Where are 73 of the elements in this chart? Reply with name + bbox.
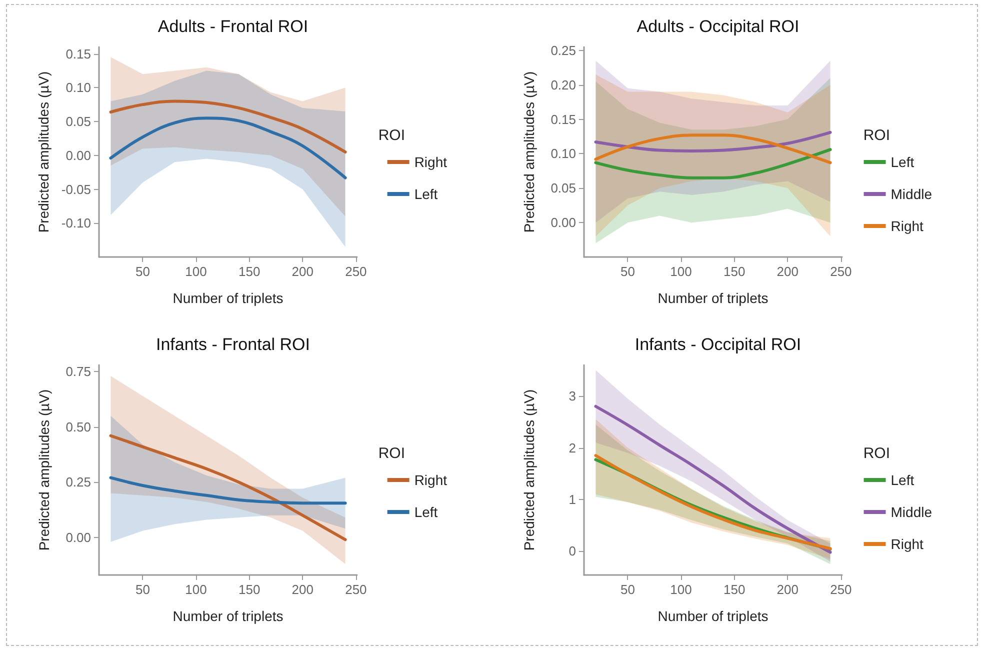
x-tick-label: 50 (135, 582, 150, 597)
y-tick-label: 0.00 (66, 530, 91, 545)
x-tick-label: 100 (670, 582, 692, 597)
chart-title: Infants - Frontal ROI (156, 335, 310, 354)
chart-title: Adults - Frontal ROI (158, 17, 308, 36)
legend-label: Left (414, 504, 438, 520)
legend-title: ROI (863, 445, 890, 462)
x-tick-label: 200 (776, 264, 798, 279)
legend-title: ROI (378, 445, 406, 462)
line-series (594, 130, 832, 152)
legend-label: Left (890, 154, 914, 170)
x-tick-label: 200 (292, 264, 314, 279)
x-tick-label: 150 (238, 264, 260, 279)
y-tick-label: 0.05 (66, 114, 91, 130)
x-tick-label: 250 (830, 264, 852, 279)
line-series (594, 134, 832, 164)
legend-label: Right (890, 536, 924, 552)
x-tick-label: 250 (830, 582, 852, 597)
x-tick-label: 150 (723, 264, 746, 279)
x-axis-title: Number of triplets (172, 290, 284, 306)
chart-title: Infants - Occipital ROI (634, 335, 802, 354)
y-tick-label: 0.00 (550, 215, 576, 230)
y-tick-label: -0.10 (61, 216, 91, 231)
y-axis-title: Predicted amplitudes (µV) (36, 389, 52, 551)
legend-label: Right (414, 472, 448, 488)
line-series (109, 116, 347, 180)
x-axis-title: Number of triplets (658, 608, 768, 624)
x-tick-label: 150 (238, 582, 260, 597)
legend-label: Right (414, 154, 448, 170)
y-tick-label: -0.05 (61, 182, 91, 197)
y-tick-label: 1 (568, 492, 576, 507)
legend-title: ROI (378, 127, 406, 144)
y-tick-label: 0 (568, 544, 576, 559)
y-axis-title: Predicted amplitudes (µV) (35, 71, 52, 233)
y-tick-label: 0.05 (550, 180, 576, 196)
line-series (109, 434, 347, 542)
line-series (109, 100, 347, 154)
x-tick-label: 50 (620, 582, 635, 597)
line-series (594, 148, 832, 180)
x-tick-label: 100 (670, 264, 692, 279)
y-tick-label: 0.75 (66, 364, 91, 380)
x-tick-label: 200 (776, 582, 798, 597)
y-tick-label: 0.10 (550, 146, 576, 162)
legend-label: Middle (890, 186, 932, 202)
y-axis-title: Predicted amplitudes (µV) (521, 71, 537, 233)
y-tick-label: 2 (568, 440, 576, 456)
legend-label: Middle (890, 504, 932, 520)
y-tick-label: 0.10 (66, 80, 91, 96)
x-tick-label: 250 (345, 264, 367, 279)
line-series (109, 476, 347, 505)
x-tick-label: 250 (345, 582, 367, 597)
y-tick-label: 0.25 (66, 474, 91, 490)
x-tick-label: 100 (185, 582, 207, 597)
chart-title: Adults - Occipital ROI (636, 17, 800, 36)
y-tick-label: 0.25 (550, 42, 576, 58)
x-tick-label: 200 (292, 582, 314, 597)
x-axis-title: Number of triplets (658, 290, 768, 306)
legend-label: Left (414, 186, 438, 202)
y-tick-label: 0.20 (550, 77, 576, 92)
legend-label: Right (890, 218, 924, 234)
y-axis-title: Predicted amplitudes (µV) (521, 389, 537, 551)
x-axis-title: Number of triplets (172, 608, 284, 624)
y-tick-label: 3 (568, 388, 576, 404)
x-tick-label: 50 (135, 264, 150, 279)
x-tick-label: 100 (185, 264, 207, 279)
legend-title: ROI (863, 127, 890, 144)
y-tick-label: 0.00 (66, 148, 91, 163)
x-tick-label: 50 (620, 264, 635, 279)
legend-label: Left (890, 472, 914, 488)
y-tick-label: 0.15 (550, 112, 576, 127)
y-tick-label: 0.15 (66, 46, 91, 62)
x-tick-label: 150 (723, 582, 746, 597)
y-tick-label: 0.50 (66, 419, 91, 434)
